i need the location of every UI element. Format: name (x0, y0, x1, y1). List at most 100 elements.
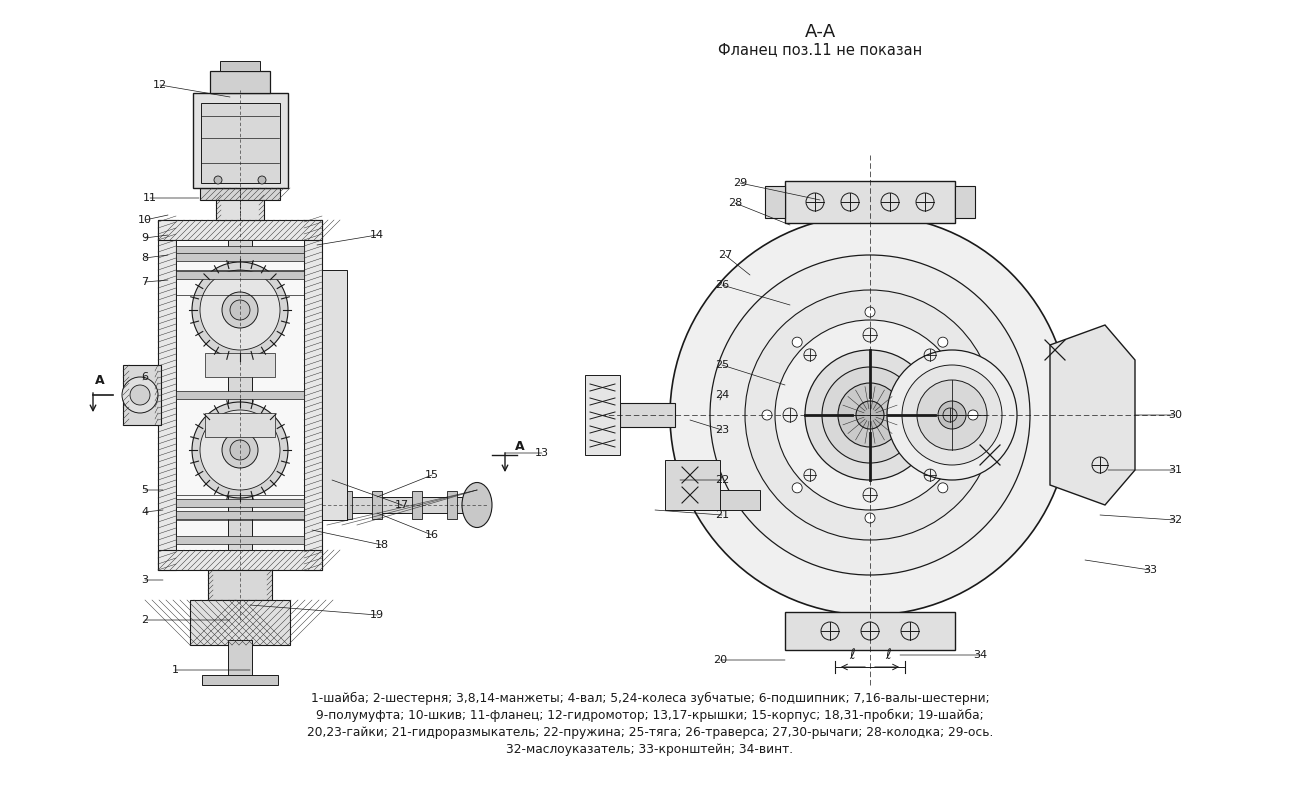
Circle shape (192, 402, 289, 498)
Bar (208, 570, 272, 600)
Text: 10: 10 (138, 215, 152, 225)
Bar (322, 270, 347, 520)
Text: 2: 2 (142, 615, 148, 625)
Circle shape (792, 483, 802, 493)
Bar (200, 188, 280, 200)
Circle shape (222, 432, 257, 468)
Bar (176, 240, 304, 550)
Text: 14: 14 (370, 230, 383, 240)
Text: 25: 25 (715, 360, 729, 370)
Bar (205, 413, 276, 437)
Bar (176, 391, 304, 399)
Text: 26: 26 (715, 280, 729, 290)
Bar (342, 491, 352, 519)
Bar (412, 491, 423, 519)
Text: 16: 16 (425, 530, 439, 540)
Circle shape (805, 350, 935, 480)
Circle shape (916, 380, 987, 450)
Text: 9: 9 (142, 233, 148, 243)
Text: 32: 32 (1167, 515, 1182, 525)
Text: 22: 22 (715, 475, 729, 485)
Text: 33: 33 (1143, 565, 1157, 575)
Bar (322, 497, 488, 513)
Text: 18: 18 (374, 540, 389, 550)
Bar (176, 499, 304, 507)
Bar (304, 220, 322, 570)
Circle shape (230, 300, 250, 320)
Bar (176, 536, 304, 544)
Circle shape (937, 337, 948, 347)
Text: А-А: А-А (805, 23, 836, 41)
Text: 24: 24 (715, 390, 729, 400)
Text: 13: 13 (536, 448, 549, 458)
Bar (227, 640, 252, 680)
Bar (372, 491, 382, 519)
Circle shape (792, 337, 802, 347)
Bar (202, 675, 278, 685)
Circle shape (762, 410, 772, 420)
Circle shape (864, 513, 875, 523)
Bar (159, 220, 322, 240)
Bar (956, 186, 975, 218)
Text: 12: 12 (153, 80, 168, 90)
Bar (159, 220, 176, 570)
Text: 19: 19 (370, 610, 383, 620)
Text: 30: 30 (1167, 410, 1182, 420)
Circle shape (200, 270, 280, 350)
Circle shape (939, 401, 966, 429)
Bar (227, 240, 252, 550)
Circle shape (887, 350, 1017, 480)
Bar (176, 246, 304, 254)
Circle shape (710, 255, 1030, 575)
Bar (764, 186, 785, 218)
Circle shape (968, 410, 978, 420)
Text: 5: 5 (142, 485, 148, 495)
Circle shape (192, 262, 289, 358)
Text: 28: 28 (728, 198, 742, 208)
Text: А: А (95, 374, 105, 387)
Text: ℓ: ℓ (885, 648, 891, 662)
Text: 20: 20 (712, 655, 727, 665)
Bar (211, 71, 270, 93)
Text: 11: 11 (143, 193, 157, 203)
Bar (190, 600, 290, 645)
Circle shape (937, 483, 948, 493)
Text: 9-полумуфта; 10-шкив; 11-фланец; 12-гидромотор; 13,17-крышки; 15-корпус; 18,31-п: 9-полумуфта; 10-шкив; 11-фланец; 12-гидр… (316, 709, 984, 722)
Circle shape (855, 401, 884, 429)
Bar (680, 490, 760, 510)
Bar (176, 253, 304, 261)
Bar (176, 271, 304, 279)
Circle shape (122, 377, 159, 413)
Polygon shape (1050, 325, 1135, 505)
Bar (124, 365, 161, 425)
Bar (585, 375, 620, 455)
Bar (216, 195, 264, 220)
Bar (447, 491, 458, 519)
Ellipse shape (462, 482, 491, 527)
Bar (620, 403, 675, 427)
Bar (785, 612, 956, 650)
Text: 1-шайба; 2-шестерня; 3,8,14-манжеты; 4-вал; 5,24-колеса зубчатые; 6-подшипник; 7: 1-шайба; 2-шестерня; 3,8,14-манжеты; 4-в… (311, 692, 989, 705)
Bar (220, 61, 260, 71)
Circle shape (130, 385, 150, 405)
Text: 17: 17 (395, 500, 410, 510)
Circle shape (775, 320, 965, 510)
Bar (785, 181, 956, 223)
Text: 7: 7 (142, 277, 148, 287)
Text: 31: 31 (1167, 465, 1182, 475)
Text: 3: 3 (142, 575, 148, 585)
Text: 20,23-гайки; 21-гидроразмыкатель; 22-пружина; 25-тяга; 26-траверса; 27,30-рычаги: 20,23-гайки; 21-гидроразмыкатель; 22-пру… (307, 726, 993, 739)
Bar (205, 353, 276, 377)
Text: ℓ: ℓ (849, 648, 855, 662)
Bar (176, 511, 304, 519)
Text: Фланец поз.11 не показан: Фланец поз.11 не показан (718, 42, 922, 58)
Text: 1: 1 (172, 665, 178, 675)
Circle shape (200, 410, 280, 490)
Circle shape (902, 365, 1002, 465)
Text: А: А (515, 440, 525, 453)
Text: 21: 21 (715, 510, 729, 520)
Text: 6: 6 (142, 372, 148, 382)
Circle shape (670, 215, 1070, 615)
Text: 15: 15 (425, 470, 439, 480)
Text: 32-маслоуказатель; 33-кронштейн; 34-винт.: 32-маслоуказатель; 33-кронштейн; 34-винт… (507, 743, 793, 756)
